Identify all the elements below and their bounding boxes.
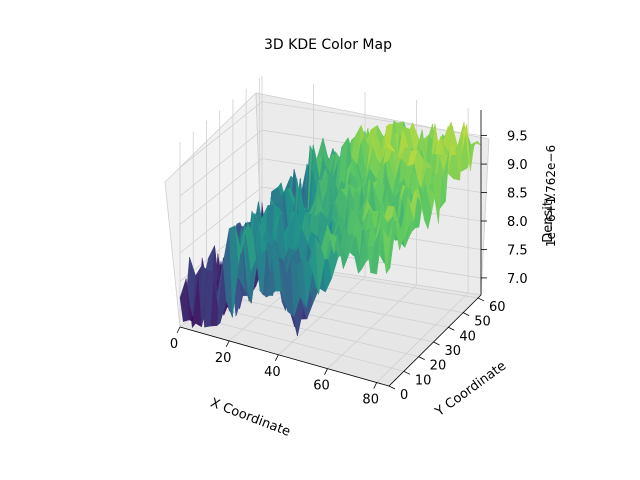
z-gridline [179,186,263,254]
y-tick-label: 10 [415,373,432,388]
y-tick [418,356,425,361]
z-offset-text: 1e−6+1.762e−6 [544,145,558,247]
tick-marks [176,135,487,390]
chart-title: 3D KDE Color Map [264,37,392,53]
y-gridline [219,294,434,343]
z-axis-label: Density [541,193,556,243]
z-tick-label: 9.5 [507,130,528,145]
axis-lines [179,110,482,387]
y-tick-label: 30 [445,344,462,359]
x-gridline [278,276,366,356]
z-gridline [261,101,482,137]
x-gridline [327,284,417,369]
x-tick-label: 60 [313,379,330,394]
z-gridline [179,129,263,197]
x-tick-label: 40 [264,365,281,380]
y-gridline [193,315,404,372]
kde-surface [179,120,482,336]
z-tick-label: 8.0 [507,215,528,230]
z-gridline [179,101,263,168]
x-axis-line [179,326,390,387]
y-tick-label: 50 [474,315,491,330]
y-tick [403,370,411,375]
y-axis-line [388,294,482,387]
y-tick-label: 40 [459,329,476,344]
y-tick [463,312,470,316]
z-tick-label: 7.0 [507,272,528,287]
surface-facet [382,221,393,274]
y-tick-label: 20 [430,359,447,374]
z-gridline [179,158,263,225]
x-gridline [376,292,469,383]
y-tick-label: 60 [489,300,506,315]
y-tick [388,385,396,390]
x-tick-label: 0 [170,337,178,352]
y-tick [448,326,455,331]
y-tick [433,341,440,346]
z-tick-label: 8.5 [507,187,528,202]
x-tick [225,340,230,348]
y-tick [477,297,485,302]
x-tick-label: 20 [215,351,232,366]
x-tick [274,354,279,361]
x-tick [373,382,378,389]
z-tick-label: 9.0 [507,158,528,173]
x-tick [324,368,328,375]
x-tick-label: 80 [362,393,379,408]
z-tick-label: 7.5 [507,243,528,258]
x-tick [176,326,181,334]
y-tick-label: 0 [400,388,408,403]
y-gridline [206,305,419,358]
